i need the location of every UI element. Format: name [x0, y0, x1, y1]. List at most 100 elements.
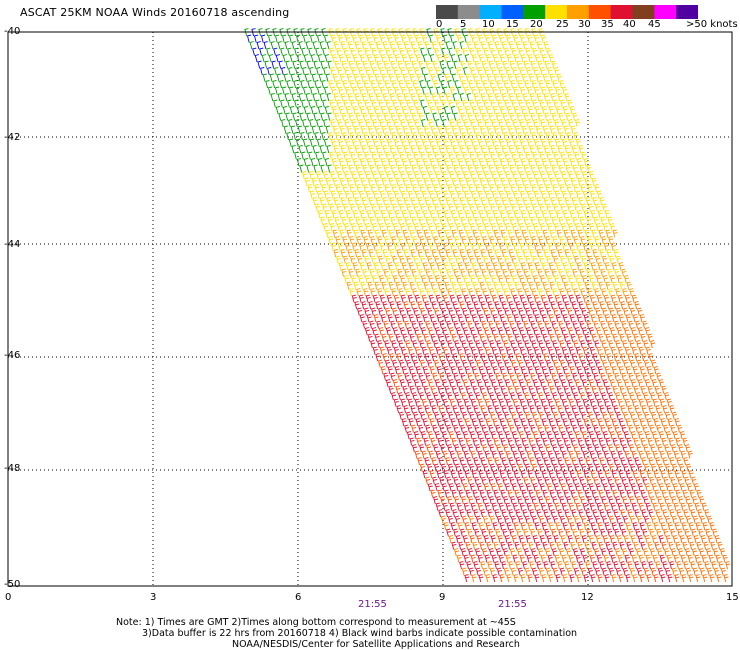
wind-barb	[441, 47, 446, 56]
wind-barb	[483, 431, 489, 440]
wind-barb	[535, 437, 541, 446]
wind-barb	[708, 554, 714, 563]
wind-barb	[571, 145, 577, 154]
wind-barb	[466, 405, 472, 414]
wind-barb	[523, 320, 529, 329]
wind-barb	[594, 359, 600, 368]
wind-barb	[316, 86, 322, 95]
wind-barb	[566, 411, 572, 420]
wind-barb	[351, 67, 357, 76]
wind-barb	[461, 359, 467, 368]
wind-barb	[297, 73, 302, 82]
wind-barb	[550, 249, 556, 258]
wind-barb	[516, 424, 522, 433]
wind-barb	[445, 457, 451, 466]
wind-barb	[328, 80, 334, 89]
wind-barb	[553, 223, 559, 232]
wind-barb	[403, 301, 409, 310]
wind-barb	[443, 54, 449, 63]
wind-barb	[717, 541, 723, 550]
wind-barb	[377, 340, 383, 349]
wind-barb	[658, 431, 664, 440]
wind-barb	[451, 281, 457, 290]
wind-barb	[479, 489, 485, 498]
wind-barb	[645, 346, 651, 355]
wind-barb	[606, 353, 612, 362]
wind-barb	[496, 392, 502, 401]
wind-barb	[542, 229, 548, 238]
wind-barb	[460, 320, 466, 329]
wind-barb	[712, 528, 718, 537]
wind-barb	[558, 216, 564, 225]
wind-barb	[490, 327, 496, 336]
wind-barb	[535, 541, 541, 550]
wind-barb	[457, 522, 463, 531]
wind-barb	[313, 112, 318, 121]
wind-barb	[335, 184, 341, 193]
wind-barb	[400, 138, 406, 147]
wind-barb	[396, 301, 402, 310]
wind-barb	[441, 483, 447, 492]
wind-barb	[544, 164, 550, 173]
wind-barb	[368, 93, 374, 102]
wind-barb	[657, 392, 663, 401]
wind-barb	[581, 431, 587, 440]
wind-barb	[364, 99, 370, 108]
wind-barb	[517, 236, 523, 245]
wind-barb	[592, 405, 598, 414]
wind-barb	[492, 54, 498, 63]
wind-barb	[530, 268, 536, 277]
wind-barb	[469, 535, 475, 544]
wind-barb	[613, 353, 619, 362]
wind-barb	[392, 47, 398, 56]
legend-swatch	[479, 5, 502, 19]
wind-barb	[365, 86, 371, 95]
wind-barb	[575, 554, 581, 563]
wind-barb	[498, 554, 504, 563]
wind-barb	[443, 158, 449, 167]
wind-barb	[453, 112, 458, 121]
wind-barb	[592, 249, 598, 258]
wind-barb	[481, 548, 487, 557]
wind-barb	[657, 515, 663, 524]
wind-barb	[469, 151, 475, 160]
wind-barb	[331, 158, 337, 167]
wind-barb	[385, 275, 391, 284]
wind-barb	[466, 509, 472, 518]
wind-barb	[578, 509, 584, 518]
wind-barb	[683, 457, 689, 466]
wind-barb	[384, 80, 390, 89]
wind-barb	[588, 431, 594, 440]
wind-barb	[629, 411, 635, 420]
wind-barb	[435, 34, 441, 43]
wind-barb	[398, 411, 404, 420]
wind-barb	[501, 301, 507, 310]
wind-barb	[398, 80, 404, 89]
wind-barb	[540, 242, 546, 251]
wind-barb	[620, 301, 626, 310]
wind-barb	[478, 262, 484, 271]
wind-barb	[456, 398, 462, 407]
wind-barb	[282, 54, 287, 63]
wind-barb	[576, 522, 582, 531]
wind-barb	[414, 242, 420, 251]
wind-barb	[615, 444, 621, 453]
wind-barb	[525, 535, 531, 544]
wind-barb	[499, 262, 505, 271]
wind-barb	[432, 112, 437, 121]
wind-barb	[373, 314, 379, 323]
wind-barb	[473, 457, 479, 466]
wind-barb	[290, 73, 295, 82]
legend-swatch	[436, 5, 459, 19]
wind-barb	[568, 294, 574, 303]
wind-barb	[676, 509, 682, 518]
wind-barb	[587, 463, 593, 472]
wind-barb	[567, 171, 573, 180]
wind-barb	[587, 515, 593, 524]
wind-barb	[523, 476, 529, 485]
wind-barb	[391, 392, 397, 401]
wind-barb	[470, 138, 476, 147]
wind-barb	[364, 307, 370, 316]
wind-barb	[464, 470, 470, 479]
wind-barb	[529, 301, 535, 310]
